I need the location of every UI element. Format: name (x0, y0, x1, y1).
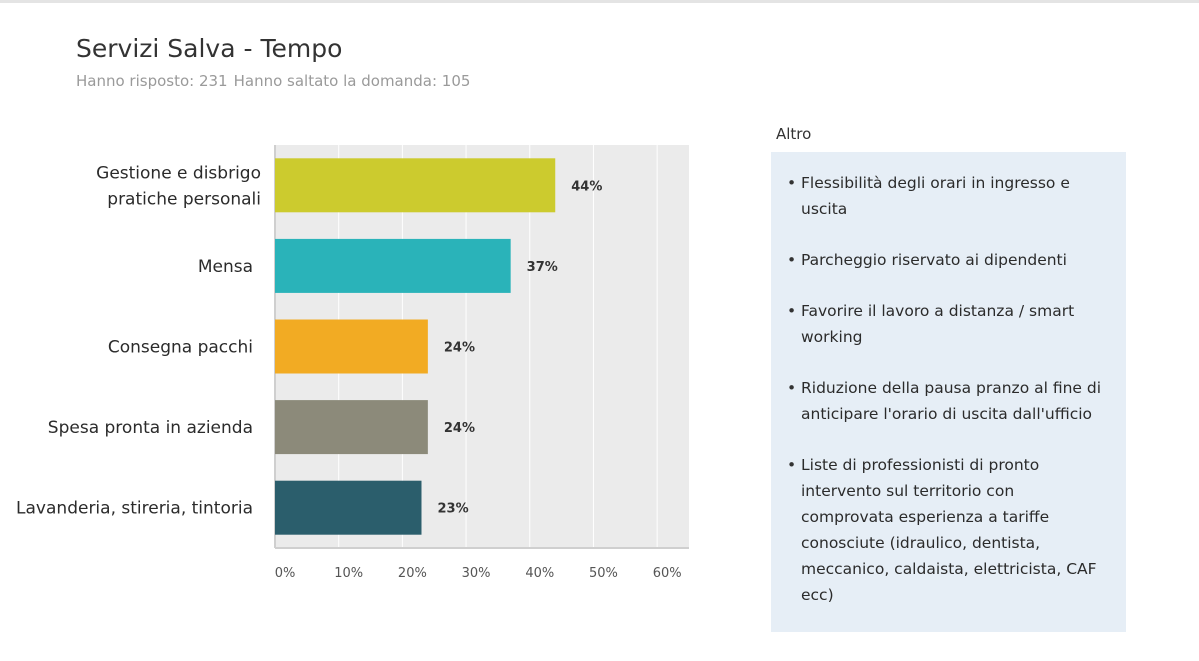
top-divider (0, 0, 1199, 3)
x-tick-label: 50% (589, 566, 618, 581)
data-label: 44% (571, 179, 602, 194)
data-label: 23% (437, 502, 468, 517)
other-response-item: Favorire il lavoro a distanza / smart wo… (787, 298, 1110, 350)
bar (275, 480, 422, 535)
side-panel-title: Altro (776, 125, 812, 143)
x-tick-label: 10% (334, 566, 363, 581)
bar (275, 400, 428, 455)
category-label: Spesa pronta in azienda (48, 418, 253, 438)
page-title: Servizi Salva - Tempo (76, 34, 343, 63)
category-label: pratiche personali (107, 189, 261, 209)
other-response-item: Liste di professionisti di pronto interv… (787, 452, 1110, 608)
other-response-item: Parcheggio riservato ai dipendenti (787, 247, 1110, 273)
skipped-count: Hanno saltato la domanda: 105 (233, 72, 471, 90)
x-tick-label: 40% (525, 566, 554, 581)
data-label: 37% (527, 260, 558, 275)
x-tick-label: 60% (653, 566, 682, 581)
category-label: Gestione e disbrigo (96, 163, 261, 183)
data-label: 24% (444, 341, 475, 356)
other-response-item: Flessibilità degli orari in ingresso e u… (787, 170, 1110, 222)
category-label: Consegna pacchi (108, 338, 253, 358)
response-summary: Hanno risposto: 231 Hanno saltato la doma… (76, 72, 476, 90)
x-tick-label: 0% (275, 566, 296, 581)
category-label: Mensa (198, 257, 253, 277)
other-response-item: Riduzione della pausa pranzo al fine di … (787, 375, 1110, 427)
data-label: 24% (444, 421, 475, 436)
answered-count: Hanno risposto: 231 (76, 72, 228, 90)
x-tick-label: 20% (398, 566, 427, 581)
bar (275, 238, 511, 293)
bar (275, 319, 428, 374)
other-responses-list: Flessibilità degli orari in ingresso e u… (787, 170, 1110, 608)
other-responses-panel: Flessibilità degli orari in ingresso e u… (771, 152, 1126, 632)
category-label: Lavanderia, stireria, tintoria (16, 499, 253, 519)
x-tick-label: 30% (462, 566, 491, 581)
bar (275, 158, 556, 213)
